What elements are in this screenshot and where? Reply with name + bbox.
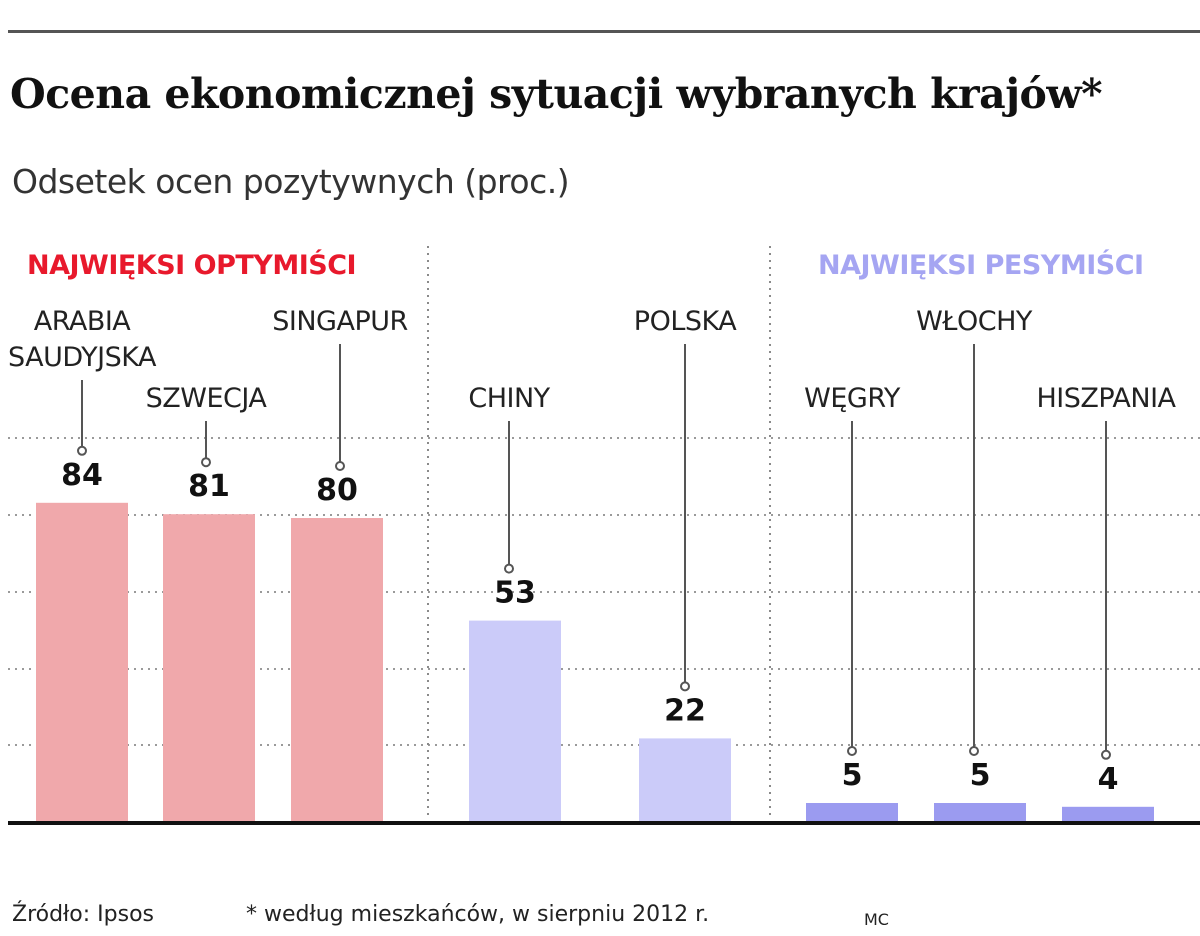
leader-dot-5	[680, 681, 690, 692]
chart-subtitle: Odsetek ocen pozytywnych (proc.)	[12, 162, 570, 201]
category-label-2: SZWECJA	[146, 383, 268, 414]
leader-dot-4	[504, 563, 514, 574]
bar-5	[639, 738, 731, 822]
footer-source: Źródło: Ipsos	[12, 902, 155, 927]
footer-note: * według mieszkańców, w sierpniu 2012 r.	[246, 902, 710, 927]
category-label-1-line-2: SAUDYJSKA	[8, 342, 157, 373]
leader-dot-2	[201, 457, 211, 468]
bar-6	[806, 803, 898, 822]
bar-1	[36, 502, 128, 822]
leader-dot-8	[1101, 749, 1111, 760]
category-label-1-line-1: ARABIA	[34, 306, 132, 337]
value-label-3: 80	[316, 473, 358, 508]
bar-2	[163, 514, 255, 822]
leader-dot-6	[847, 746, 857, 756]
leader-dot-7	[969, 746, 979, 756]
group-label-pessimists: NAJWIĘKSI PESYMIŚCI	[818, 250, 1144, 281]
value-label-8: 4	[1098, 762, 1119, 797]
footer-author: MC	[864, 910, 889, 929]
category-label-4: CHINY	[468, 383, 550, 414]
category-label-6: WĘGRY	[804, 383, 901, 414]
value-label-6: 5	[842, 758, 863, 793]
category-label-7: WŁOCHY	[916, 306, 1033, 337]
bar-chart: 84 ARABIA SAUDYJSKA 81 SZWECJA 80 SINGAPUR 53 CH…	[8, 246, 1200, 825]
value-label-1: 84	[61, 458, 103, 493]
category-label-3: SINGAPUR	[272, 306, 408, 337]
top-rule	[8, 30, 1200, 33]
value-label-5: 22	[664, 693, 706, 728]
category-label-5: POLSKA	[634, 306, 737, 337]
chart-title: Ocena ekonomicznej sytuacji wybranych kr…	[10, 70, 1103, 118]
category-label-8: HISZPANIA	[1036, 383, 1176, 414]
value-label-7: 5	[970, 758, 991, 793]
value-label-4: 53	[494, 576, 536, 611]
bar-7	[934, 803, 1026, 822]
value-label-2: 81	[188, 469, 230, 504]
bar-3	[291, 518, 383, 822]
bar-4	[469, 620, 561, 822]
group-label-optimists: NAJWIĘKSI OPTYMIŚCI	[27, 250, 357, 281]
bar-8	[1062, 806, 1154, 822]
leader-dot-1	[77, 445, 87, 456]
leader-dot-3	[335, 461, 345, 471]
